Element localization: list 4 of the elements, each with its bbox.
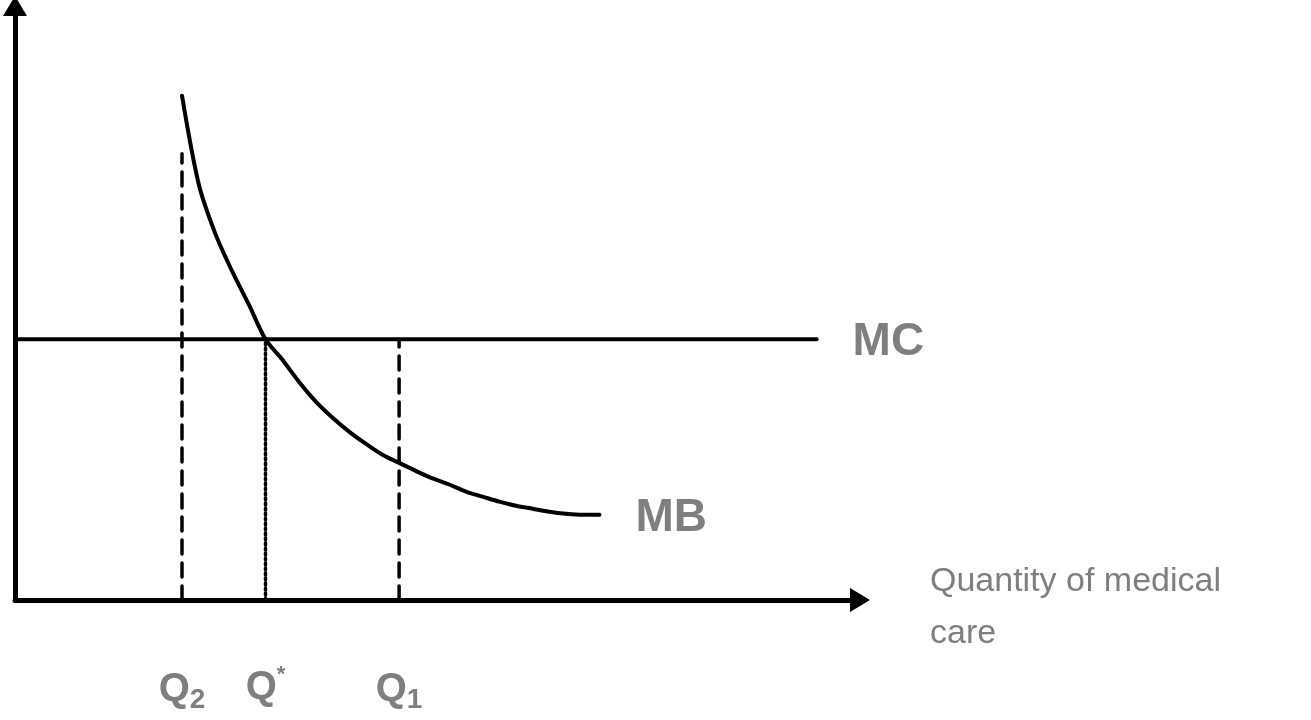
x-tick-label: Q* (245, 660, 286, 707)
series-label: MB (635, 488, 708, 541)
series-label: MC (852, 313, 925, 366)
x-axis-title: Quantity of medical care (930, 560, 1231, 650)
